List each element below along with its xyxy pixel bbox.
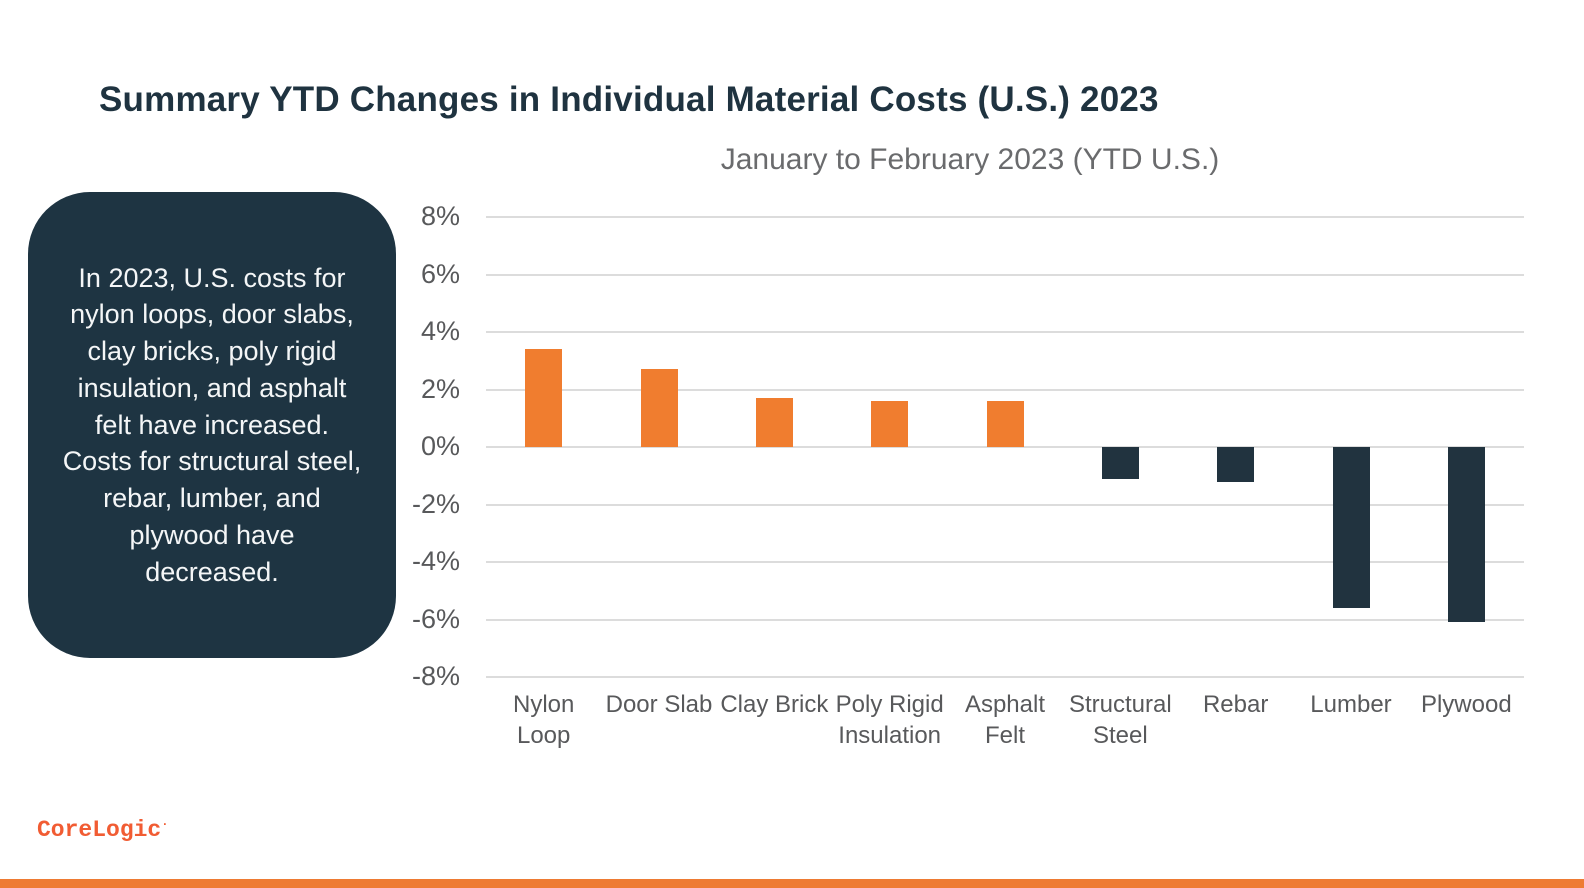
bar-poly-rigid-insulation [871,401,909,447]
y-tick-label: -8% [411,661,460,691]
corelogic-logo: CoreLogic· [37,817,168,843]
gridline [486,446,1524,448]
brand-accent-bar [0,879,1584,888]
y-tick-label: 2% [420,373,460,404]
x-label-rebar: Rebar [1202,691,1269,718]
bar-clay-brick [755,398,793,447]
y-tick-label: 6% [420,258,460,289]
gridline [486,618,1524,621]
bar-plywood [1447,447,1485,623]
page-title: Summary YTD Changes in Individual Materi… [99,80,1159,119]
x-label-clay-brick: Clay Brick [720,691,829,718]
chart-title: January to February 2023 (YTD U.S.) [720,143,1220,176]
gridline [486,216,1524,218]
y-tick-label: -4% [411,546,460,576]
y-tick-label: 8% [420,201,460,231]
gridline [486,561,1524,563]
x-label-structural-steel: Structural Steel [1068,691,1172,749]
plot-area [486,216,1524,678]
bar-lumber [1332,447,1370,608]
summary-callout-text: In 2023, U.S. costs for nylon loops, doo… [62,262,362,587]
bar-structural-steel [1101,447,1139,479]
x-label-poly-rigid-insulation: Poly Rigid Insulation [835,691,944,749]
y-tick-label: 0% [420,431,460,461]
corelogic-logo-text: CoreLogic [37,817,162,843]
y-tick-label: -2% [411,488,460,519]
gridline [486,331,1524,333]
bar-nylon-loop [525,349,563,447]
y-tick-label: -6% [411,603,460,634]
gridline [486,273,1524,276]
gridline [486,388,1524,391]
x-label-plywood: Plywood [1420,691,1512,718]
gridline [486,676,1524,678]
y-axis: 8% 6% 4% 2% 0% -2% -4% -6% -8% [350,201,460,691]
summary-callout: In 2023, U.S. costs for nylon loops, doo… [28,192,396,658]
bar-door-slab [640,369,678,447]
trademark-icon: · [161,817,169,832]
x-label-asphalt-felt: Asphalt Felt [964,691,1046,749]
gridline [486,503,1524,506]
bar-rebar [1217,447,1255,482]
x-label-lumber: Lumber [1310,691,1392,718]
y-tick-label: 4% [420,316,460,346]
x-label-nylon-loop: Nylon Loop [512,691,575,749]
x-label-door-slab: Door Slab [605,691,713,718]
bar-asphalt-felt [986,401,1024,447]
